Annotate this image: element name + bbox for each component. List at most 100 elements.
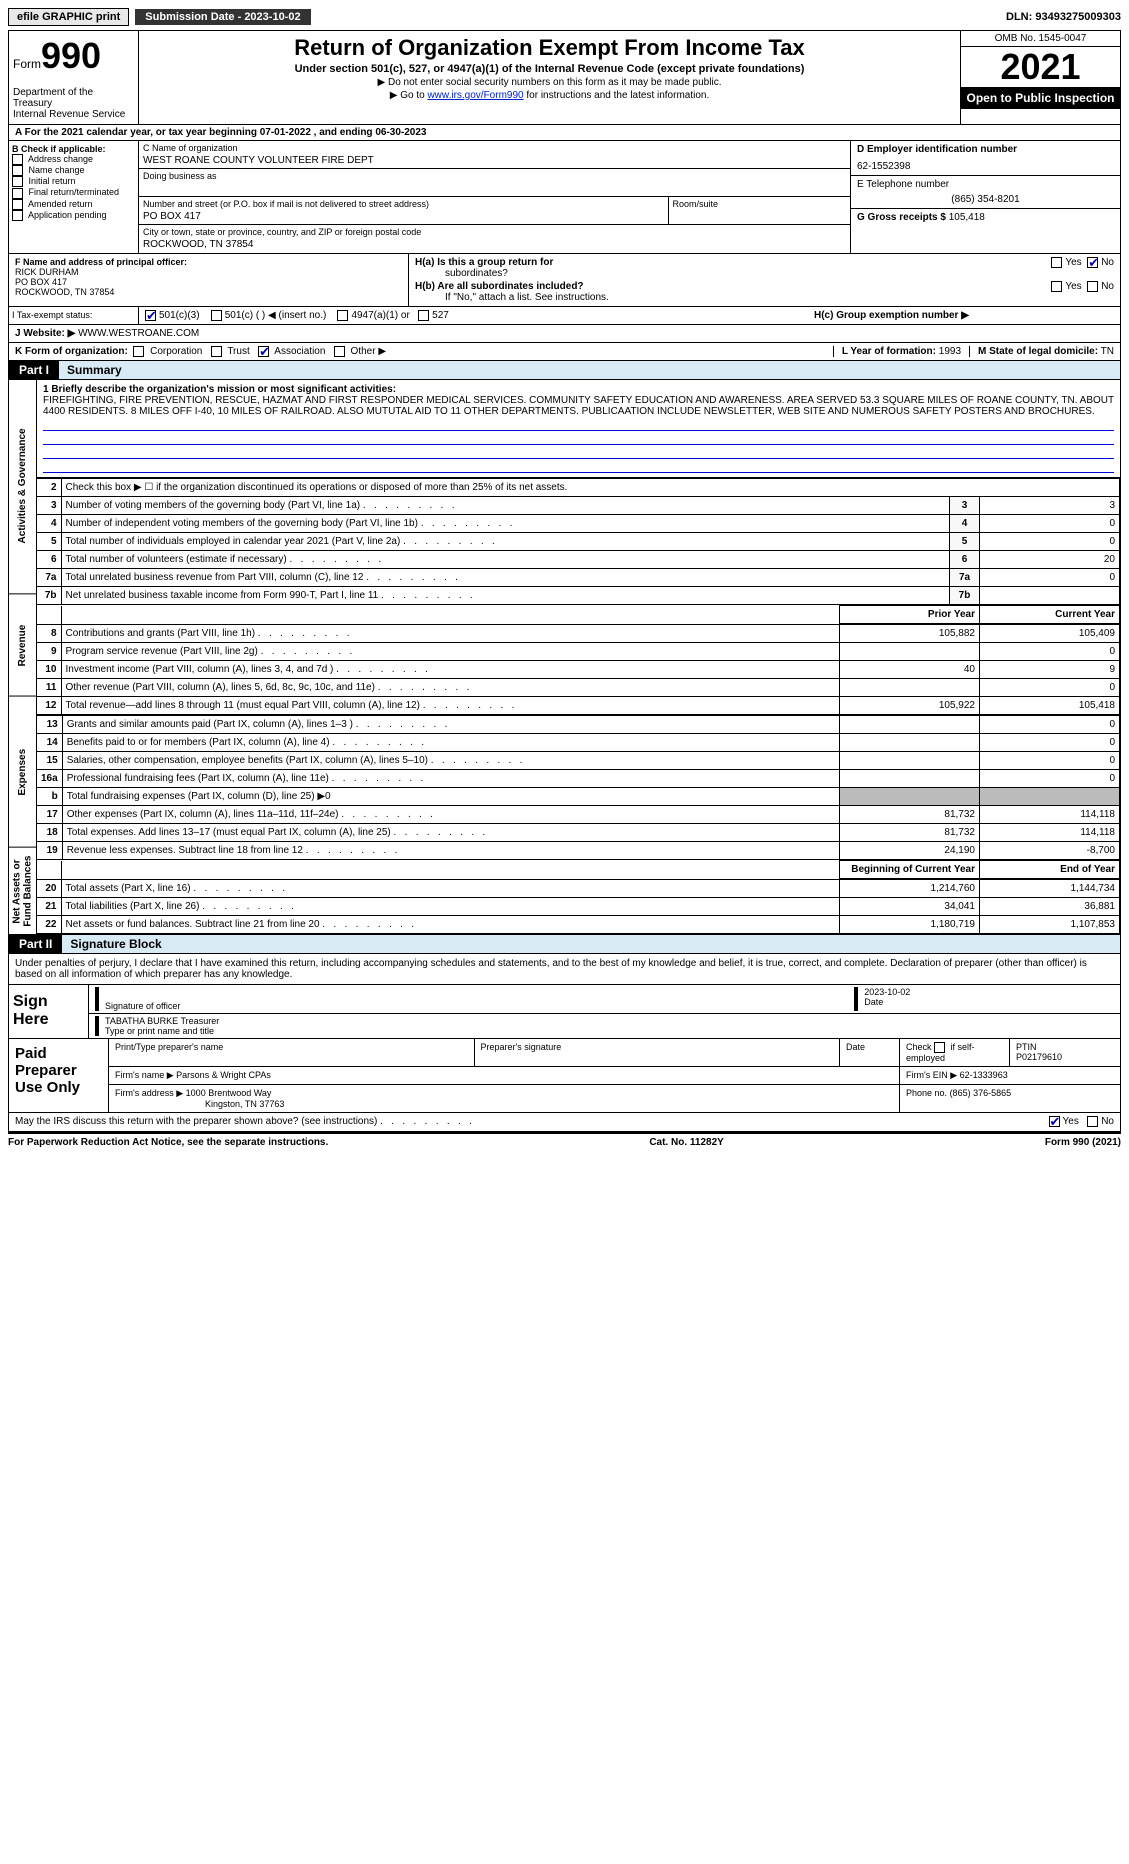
expenses-table: 13Grants and similar amounts paid (Part … <box>37 715 1120 860</box>
hb-note: If "No," attach a list. See instructions… <box>415 292 1114 303</box>
rowk-checkbox[interactable] <box>334 346 345 357</box>
mission-label: 1 Briefly describe the organization's mi… <box>43 384 396 395</box>
discuss-yes-checkbox[interactable] <box>1049 1116 1060 1127</box>
firm-ein-label: Firm's EIN ▶ <box>906 1070 957 1080</box>
table-row: 8Contributions and grants (Part VIII, li… <box>37 625 1120 643</box>
hb-yes-checkbox[interactable] <box>1051 281 1062 292</box>
firm-name-value: Parsons & Wright CPAs <box>176 1070 271 1080</box>
part-1-header: Part I Summary <box>8 361 1121 380</box>
table-row: 9Program service revenue (Part VIII, lin… <box>37 643 1120 661</box>
ein-label: D Employer identification number <box>857 144 1017 155</box>
table-row: 14Benefits paid to or for members (Part … <box>37 734 1120 752</box>
vside-revenue: Revenue <box>9 593 36 696</box>
tax-status-label: I Tax-exempt status: <box>9 307 139 324</box>
paid-preparer-label: Paid Preparer Use Only <box>9 1039 109 1112</box>
firm-addr1: 1000 Brentwood Way <box>186 1088 272 1098</box>
officer-name: RICK DURHAM <box>15 267 402 277</box>
city-label: City or town, state or province, country… <box>143 227 846 237</box>
table-row: 17Other expenses (Part IX, column (A), l… <box>37 806 1120 824</box>
table-row: 5Total number of individuals employed in… <box>37 533 1120 551</box>
rowk-checkbox[interactable] <box>211 346 222 357</box>
ha-yes-checkbox[interactable] <box>1051 257 1062 268</box>
rowk-checkbox[interactable] <box>133 346 144 357</box>
vside-net-assets: Net Assets or Fund Balances <box>9 847 36 935</box>
colb-checkbox[interactable] <box>12 176 23 187</box>
discuss-no-checkbox[interactable] <box>1087 1116 1098 1127</box>
colb-checkbox[interactable] <box>12 199 23 210</box>
efile-label: efile GRAPHIC print <box>8 8 129 26</box>
irs-link[interactable]: www.irs.gov/Form990 <box>427 90 523 101</box>
table-row: 13Grants and similar amounts paid (Part … <box>37 716 1120 734</box>
4947-checkbox[interactable] <box>337 310 348 321</box>
top-bar: efile GRAPHIC print Submission Date - 20… <box>8 8 1121 26</box>
form-header: Form990 Department of the Treasury Inter… <box>8 30 1121 125</box>
ha-no-checkbox[interactable] <box>1087 257 1098 268</box>
table-row: 3Number of voting members of the governi… <box>37 497 1120 515</box>
sig-date-label: Date <box>864 997 883 1007</box>
discuss-row: May the IRS discuss this return with the… <box>8 1113 1121 1131</box>
colb-option: Address change <box>12 154 135 165</box>
address-label: Number and street (or P.O. box if mail i… <box>143 199 664 209</box>
self-employed-checkbox[interactable] <box>934 1042 945 1053</box>
form-subtitle: Under section 501(c), 527, or 4947(a)(1)… <box>145 63 954 75</box>
table-row: 12Total revenue—add lines 8 through 11 (… <box>37 697 1120 715</box>
year-formation-label: L Year of formation: <box>842 346 936 357</box>
table-row: 19Revenue less expenses. Subtract line 1… <box>37 842 1120 860</box>
discuss-question: May the IRS discuss this return with the… <box>15 1116 472 1127</box>
signature-declaration: Under penalties of perjury, I declare th… <box>8 954 1121 985</box>
firm-name-label: Firm's name ▶ <box>115 1070 174 1080</box>
row-i: I Tax-exempt status: 501(c)(3) 501(c) ( … <box>8 307 1121 325</box>
mission-text: FIREFIGHTING, FIRE PREVENTION, RESCUE, H… <box>43 395 1114 417</box>
rowk-checkbox[interactable] <box>258 346 269 357</box>
column-b: B Check if applicable: Address change Na… <box>9 141 139 253</box>
table-row: 10Investment income (Part VIII, column (… <box>37 661 1120 679</box>
submission-date-button[interactable]: Submission Date - 2023-10-02 <box>135 9 310 25</box>
firm-addr2: Kingston, TN 37763 <box>115 1099 893 1109</box>
colb-option: Name change <box>12 165 135 176</box>
colb-checkbox[interactable] <box>12 154 23 165</box>
dept-label: Department of the Treasury <box>13 87 134 109</box>
mission-block: 1 Briefly describe the organization's mi… <box>37 380 1120 478</box>
table-row: 20Total assets (Part X, line 16)1,214,76… <box>37 880 1120 898</box>
sig-name-label: Type or print name and title <box>105 1026 214 1036</box>
city-value: ROCKWOOD, TN 37854 <box>143 239 846 250</box>
colb-checkbox[interactable] <box>12 165 23 176</box>
table-row: 16aProfessional fundraising fees (Part I… <box>37 770 1120 788</box>
firm-addr-label: Firm's address ▶ <box>115 1088 183 1098</box>
prep-sig-hdr: Preparer's signature <box>475 1039 841 1066</box>
form-note-2: ▶ Go to www.irs.gov/Form990 for instruct… <box>145 90 954 101</box>
dba-label: Doing business as <box>143 171 846 181</box>
column-d: D Employer identification number 62-1552… <box>850 141 1120 253</box>
officer-addr1: PO BOX 417 <box>15 277 402 287</box>
firm-ein-value: 62-1333963 <box>960 1070 1008 1080</box>
tel-label: E Telephone number <box>857 179 949 190</box>
colb-checkbox[interactable] <box>12 210 23 221</box>
vside-expenses: Expenses <box>9 696 36 847</box>
end-year-hdr: End of Year <box>980 861 1120 879</box>
public-inspection-badge: Open to Public Inspection <box>961 87 1120 109</box>
net-assets-header: Beginning of Current YearEnd of Year <box>37 860 1120 879</box>
table-row: 2Check this box ▶ ☐ if the organization … <box>37 479 1120 497</box>
officer-label: F Name and address of principal officer: <box>15 257 187 267</box>
revenue-table: 8Contributions and grants (Part VIII, li… <box>37 624 1120 715</box>
501c3-checkbox[interactable] <box>145 310 156 321</box>
table-row: 6Total number of volunteers (estimate if… <box>37 551 1120 569</box>
501c-checkbox[interactable] <box>211 310 222 321</box>
form-number: 990 <box>41 35 101 76</box>
paid-preparer-block: Paid Preparer Use Only Print/Type prepar… <box>8 1039 1121 1113</box>
governance-table: 2Check this box ▶ ☐ if the organization … <box>37 478 1120 605</box>
table-row: 4Number of independent voting members of… <box>37 515 1120 533</box>
colb-checkbox[interactable] <box>12 188 23 199</box>
table-row: 22Net assets or fund balances. Subtract … <box>37 916 1120 934</box>
colb-option: Initial return <box>12 176 135 187</box>
beginning-year-hdr: Beginning of Current Year <box>840 861 980 879</box>
sig-name-value: TABATHA BURKE Treasurer <box>105 1016 1114 1026</box>
irs-label: Internal Revenue Service <box>13 109 134 120</box>
colb-option: Amended return <box>12 199 135 210</box>
527-checkbox[interactable] <box>418 310 429 321</box>
hc-label: H(c) Group exemption number ▶ <box>814 310 969 321</box>
form-word: Form <box>13 57 41 71</box>
hb-no-checkbox[interactable] <box>1087 281 1098 292</box>
tel-value: (865) 354-8201 <box>857 194 1114 205</box>
footer-left: For Paperwork Reduction Act Notice, see … <box>8 1137 328 1148</box>
